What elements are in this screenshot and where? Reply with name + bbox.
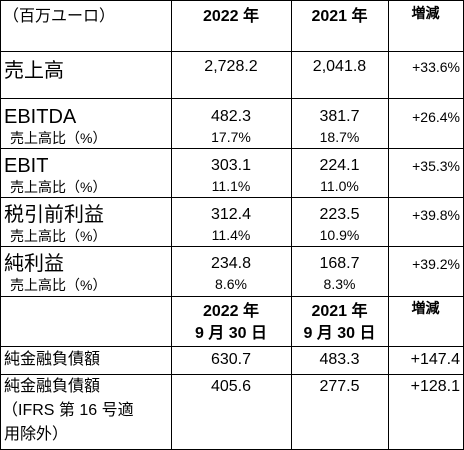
row-label-pretax-profit: 税引前利益 xyxy=(4,204,104,226)
ebitda-2021: 381.7 xyxy=(319,108,360,125)
header-2021-year: 2021 年 xyxy=(311,303,368,320)
net-debt-2022: 630.7 xyxy=(210,351,252,368)
net-profit-2021: 168.7 xyxy=(319,255,360,272)
ebit-ratio-2022: 11.1% xyxy=(211,178,251,194)
row-label-ebitda: EBITDA xyxy=(4,106,77,128)
row-divider xyxy=(1,296,463,297)
row-label-ebit: EBIT xyxy=(4,155,49,177)
net-profit-change: +39.2% xyxy=(412,256,460,272)
ebitda-change: +26.4% xyxy=(412,109,460,125)
row-label-sales: 売上高 xyxy=(4,60,64,82)
row-label-net-profit: 純利益 xyxy=(4,253,64,275)
ebit-ratio-label: 売上高比（%） xyxy=(10,179,107,195)
row-label-net-debt: 純金融負債額 xyxy=(4,351,101,368)
net-profit-ratio-2022: 8.6% xyxy=(215,276,247,292)
header-change-2: 増減 xyxy=(411,300,440,316)
header-2021: 2021 年 xyxy=(311,8,368,25)
header-2022-date: 9 月 30 日 xyxy=(194,325,268,342)
sales-2021: 2,041.8 xyxy=(312,58,367,75)
column-divider xyxy=(388,1,389,449)
row-divider xyxy=(1,148,463,149)
net-debt-excl-change: +128.1 xyxy=(410,378,460,395)
row-divider xyxy=(1,246,463,247)
pretax-2022: 312.4 xyxy=(210,206,252,223)
ebitda-ratio-2021: 18.7% xyxy=(319,129,360,145)
sales-2022: 2,728.2 xyxy=(204,58,258,75)
pretax-ratio-label: 売上高比（%） xyxy=(10,228,107,244)
pretax-ratio-2022: 11.4% xyxy=(211,227,251,243)
ebit-2022: 303.1 xyxy=(210,157,252,174)
column-divider xyxy=(291,1,292,449)
header-2021-date: 9 月 30 日 xyxy=(303,325,376,342)
row-divider xyxy=(1,51,463,52)
row-divider xyxy=(1,374,463,375)
pretax-change: +39.8% xyxy=(412,207,460,223)
header-2022-year: 2022 年 xyxy=(202,303,260,320)
ebitda-ratio-label: 売上高比（%） xyxy=(10,130,107,146)
ebitda-ratio-2022: 17.7% xyxy=(211,129,251,145)
ebit-ratio-2021: 11.0% xyxy=(320,178,359,194)
sales-change: +33.6% xyxy=(412,59,460,75)
row-divider xyxy=(1,98,463,99)
ebitda-2022: 482.3 xyxy=(210,108,252,125)
pretax-2021: 223.5 xyxy=(319,206,360,223)
net-profit-ratio-label: 売上高比（%） xyxy=(10,277,107,293)
ebit-2021: 224.1 xyxy=(319,157,360,174)
row-divider xyxy=(1,197,463,198)
net-debt-change: +147.4 xyxy=(410,351,460,368)
net-profit-2022: 234.8 xyxy=(210,255,252,272)
row-label-ifrs16-note: （IFRS 第 16 号適 xyxy=(2,402,134,419)
row-label-ifrs16-note-end: 用除外） xyxy=(4,426,69,443)
header-2022: 2022 年 xyxy=(202,8,260,25)
net-debt-2021: 483.3 xyxy=(319,351,360,368)
net-profit-ratio-2021: 8.3% xyxy=(323,276,356,292)
unit-label: （百万ユーロ） xyxy=(3,8,116,25)
ebit-change: +35.3% xyxy=(412,158,460,174)
column-divider xyxy=(171,1,172,449)
header-change: 増減 xyxy=(411,5,440,21)
row-label-net-debt-excl-ifrs16: 純金融負債額 xyxy=(4,378,101,395)
net-debt-excl-2022: 405.6 xyxy=(210,378,252,395)
net-debt-excl-2021: 277.5 xyxy=(319,378,360,395)
row-divider xyxy=(1,346,463,347)
pretax-ratio-2021: 10.9% xyxy=(319,227,360,243)
